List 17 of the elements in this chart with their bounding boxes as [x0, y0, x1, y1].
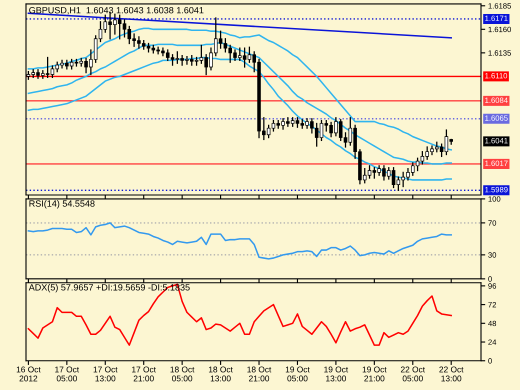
line-series — [28, 284, 452, 346]
line-series — [28, 28, 452, 151]
x-tick-label: 18 Oct 21:00 — [247, 366, 272, 382]
x-tick-label: 22 Oct 05:00 — [400, 366, 425, 382]
x-tick-label: 16 Oct 2012 — [16, 366, 41, 382]
line-series — [28, 222, 452, 260]
x-tick-label: 19 Oct 13:00 — [324, 366, 348, 382]
x-tick-label: 19 Oct 05:00 — [286, 366, 310, 382]
x-tick-label: 18 Oct 13:00 — [208, 366, 233, 382]
x-tick-label: 17 Oct 05:00 — [55, 366, 80, 382]
chart-title: GBPUSD,H1 1.6043 1.6043 1.6038 1.6041 — [29, 7, 204, 14]
x-tick-label: 17 Oct 21:00 — [132, 366, 156, 382]
x-tick-label: 17 Oct 13:00 — [94, 366, 118, 382]
chart-title: RSI(14) 54.5548 — [29, 200, 95, 209]
x-tick-label: 22 Oct 13:00 — [439, 366, 464, 382]
x-tick-label: 19 Oct 21:00 — [362, 366, 387, 382]
x-tick-label: 18 Oct 05:00 — [170, 366, 194, 382]
